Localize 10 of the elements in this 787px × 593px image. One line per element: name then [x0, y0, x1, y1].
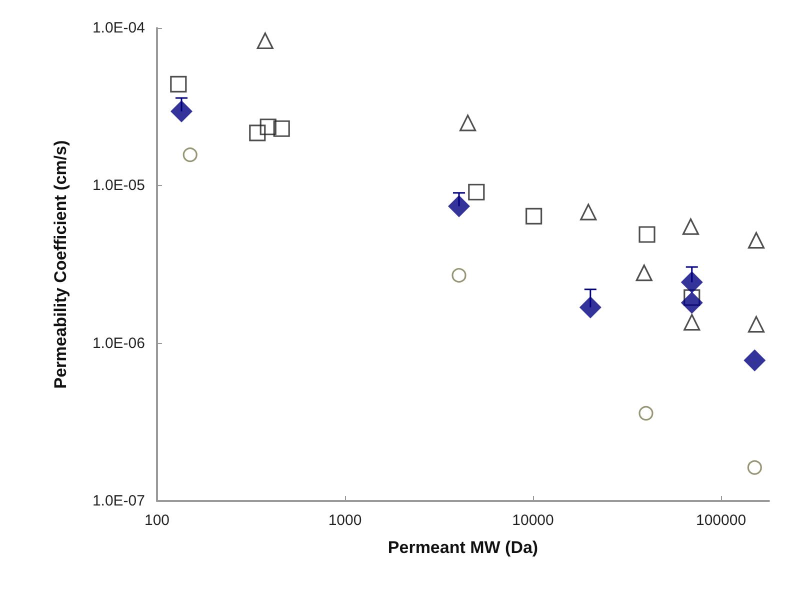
y-tick-label: 1.0E-04 — [92, 20, 145, 36]
x-tick-label: 100 — [144, 512, 170, 529]
y-tick-label: 1.0E-06 — [92, 334, 145, 352]
x-tick-label: 10000 — [512, 512, 554, 529]
x-tick-label: 100000 — [696, 512, 746, 529]
x-tick-label: 1000 — [328, 512, 362, 529]
y-tick-label: 1.0E-05 — [92, 177, 145, 194]
y-axis-title: Permeability Coefficient (cm/s) — [51, 140, 70, 389]
x-axis-title: Permeant MW (Da) — [388, 538, 538, 557]
y-tick-label: 1.0E-07 — [92, 492, 145, 510]
